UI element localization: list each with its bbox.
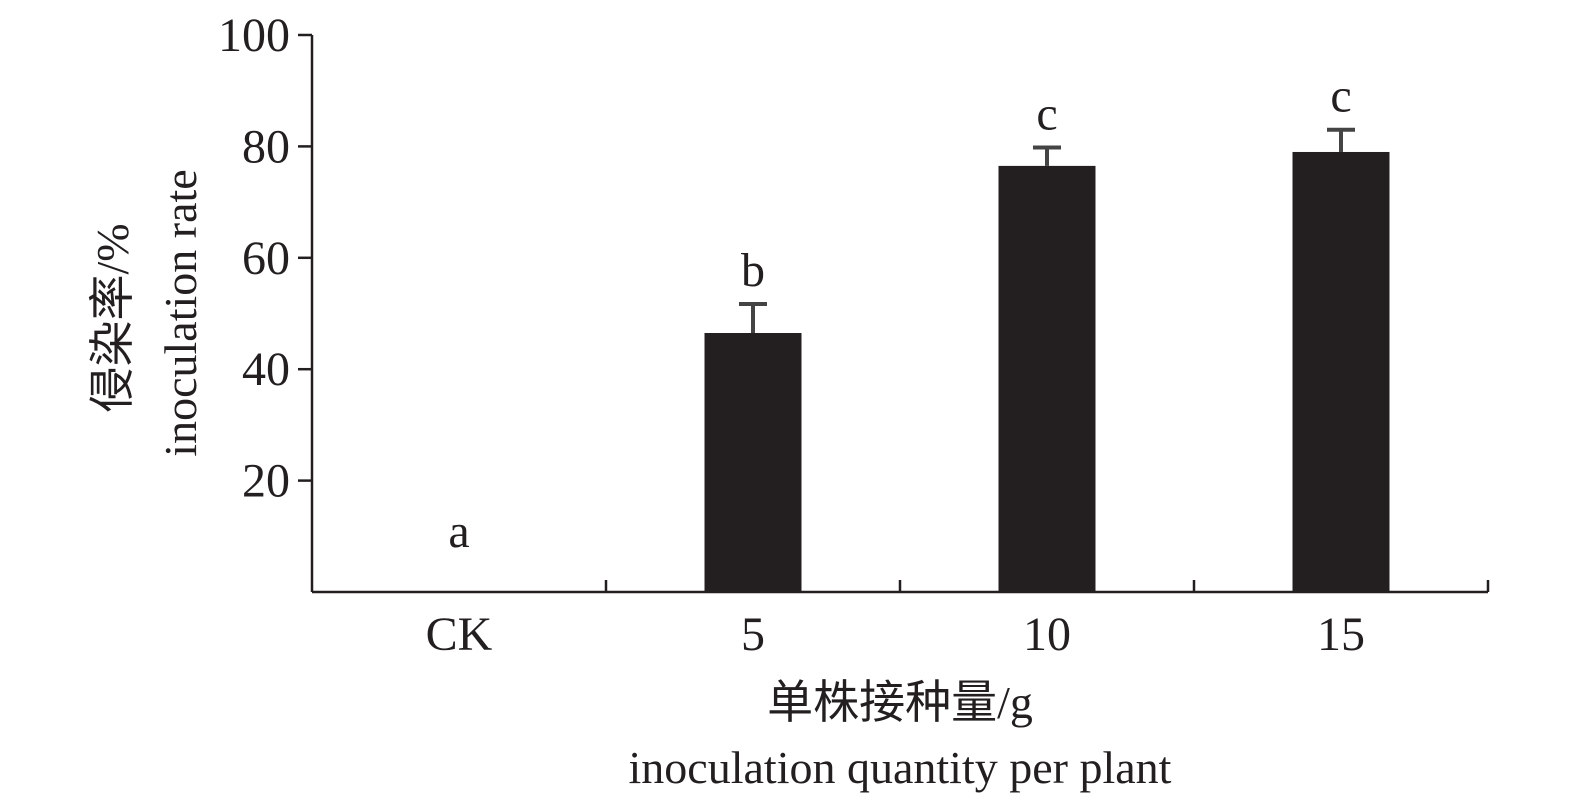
y-tick-label: 20 <box>242 455 290 508</box>
significance-letter: b <box>741 244 765 297</box>
x-ticks: CK 5 10 15 <box>426 580 1490 661</box>
x-tick-label: CK <box>426 608 493 661</box>
y-tick-label: 80 <box>242 120 290 173</box>
bar <box>1292 151 1390 592</box>
y-tick-label: 40 <box>242 343 290 396</box>
y-tick-label: 60 <box>242 232 290 285</box>
bar <box>998 165 1096 592</box>
significance-letter: c <box>1036 88 1057 141</box>
x-tick-label: 5 <box>741 608 765 661</box>
y-axis-title-cn: 侵染率/% <box>87 223 138 412</box>
y-axis-title-en: inoculation rate <box>155 169 206 456</box>
y-tick-label: 100 <box>218 9 290 62</box>
bar <box>704 332 802 592</box>
bars: a b c c <box>448 70 1390 592</box>
significance-letter: c <box>1330 70 1351 123</box>
x-axis-title-en: inoculation quantity per plant <box>629 742 1172 793</box>
x-axis-title-cn: 单株接种量/g <box>767 677 1033 728</box>
y-ticks: 20 40 60 80 100 <box>218 9 312 508</box>
x-tick-label: 15 <box>1317 608 1365 661</box>
significance-letter: a <box>448 505 469 558</box>
x-tick-label: 10 <box>1023 608 1071 661</box>
